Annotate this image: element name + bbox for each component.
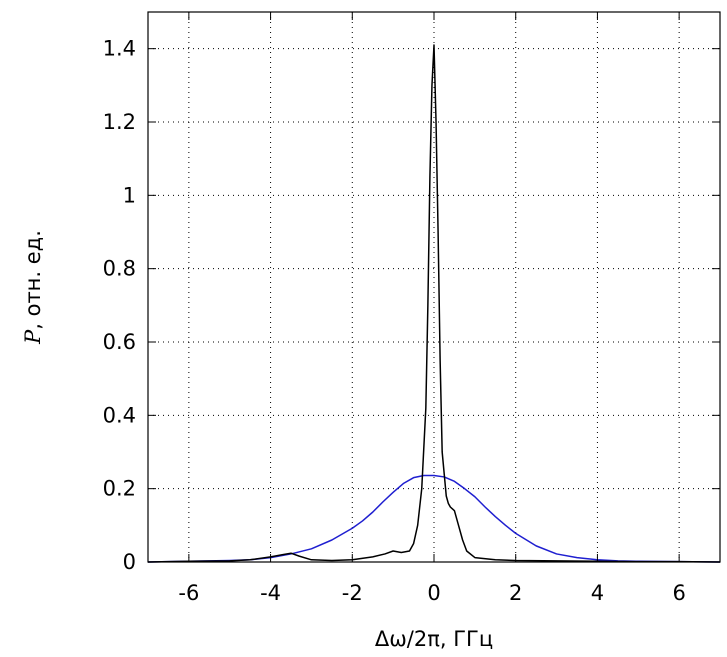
y-tick-label: 0.8	[103, 257, 136, 281]
y-tick-labels: 0 0.2 0.4 0.6 0.8 1 1.2 1.4	[103, 37, 136, 574]
x-tick-labels: -6 -4 -2 0 2 4 6	[178, 581, 685, 605]
series-group	[147, 44, 721, 563]
x-tick-label: 2	[509, 581, 522, 605]
x-tick-label: -6	[178, 581, 199, 605]
y-tick-label: 1	[123, 183, 136, 207]
x-tick-label: 6	[672, 581, 685, 605]
y-tick-label: 0.2	[103, 477, 136, 501]
y-tick-label: 0.6	[103, 330, 136, 354]
y-axis-label-variable: P	[21, 329, 45, 345]
plot-frame	[147, 11, 721, 563]
y-tick-label: 1.2	[103, 110, 136, 134]
series-line-black	[147, 44, 721, 563]
x-tick-label: -2	[342, 581, 363, 605]
y-tick-label: 1.4	[103, 37, 136, 61]
y-tick-label: 0	[123, 550, 136, 574]
y-axis-label-units: , отн. ед.	[21, 230, 45, 330]
y-axis-label: P, отн. ед.	[21, 230, 45, 345]
x-tick-label: 0	[427, 581, 440, 605]
grid	[148, 12, 720, 563]
x-tick-label: -4	[260, 581, 281, 605]
x-tick-label: 4	[591, 581, 604, 605]
series-line-blue	[147, 474, 721, 563]
x-axis-label: Δω/2π, ГГц	[375, 627, 493, 651]
y-tick-label: 0.4	[103, 403, 136, 427]
